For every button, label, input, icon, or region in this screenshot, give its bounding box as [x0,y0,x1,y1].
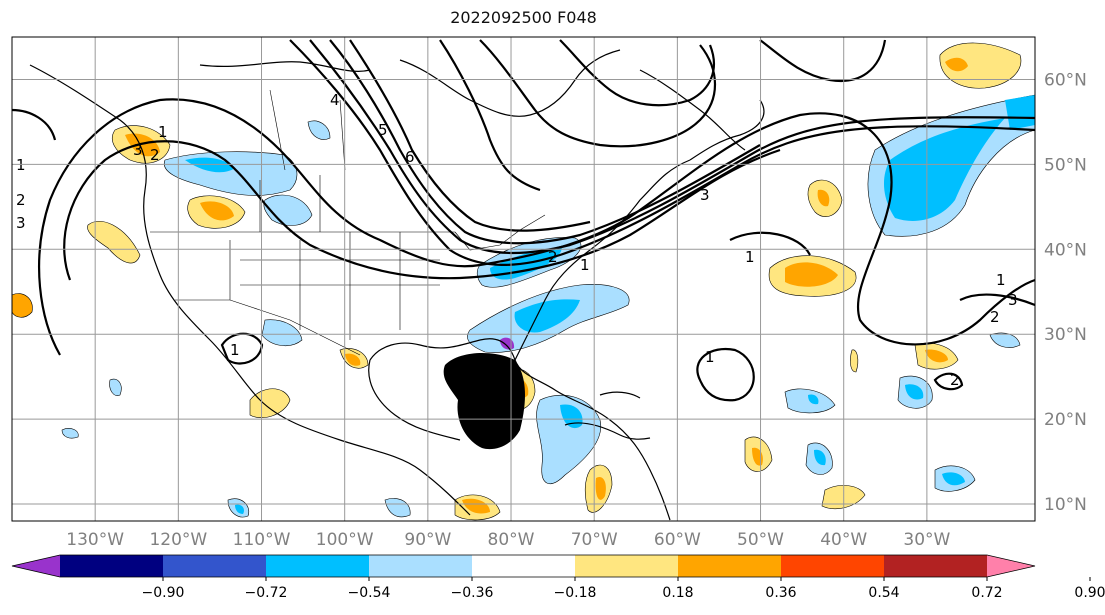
colorbar: −0.90 −0.72 −0.54 −0.36 −0.18 0.18 0.36 0.54 0.7… [11,554,1105,601]
height-contours [11,39,1036,402]
lon-tick-label: 30°W [903,530,950,550]
contour-labels: 1 2 3 4 5 6 1 2 3 1 2 3 1 1 1 2 3 1 2 [16,91,1018,389]
contour-label: 6 [405,148,415,166]
contour-label: 1 [158,123,168,141]
contour-label: 3 [700,186,710,204]
contour-label: 1 [230,341,240,359]
colorbar-segment [472,555,576,577]
contour-label: 1 [705,348,715,366]
colorbar-tick-label: −0.18 [554,585,597,601]
lon-tick-label: 80°W [488,530,535,550]
lat-tick-label: 50°N [1044,155,1087,175]
hatched-region [443,353,525,450]
colorbar-tick-label: 0.54 [868,585,899,601]
colorbar-extend-low [12,555,60,577]
colorbar-segment [163,555,267,577]
contour-label: 1 [16,156,26,174]
tick-labels: 130°W 120°W 110°W 100°W 90°W 80°W 70°W 60°W 50°W… [66,70,1087,550]
colorbar-tick-label: 0.90 [1074,585,1105,601]
lat-tick-label: 30°N [1044,325,1087,345]
colorbar-tick-label: −0.54 [348,585,391,601]
political-borders [150,89,546,356]
colorbar-segment [575,555,679,577]
colorbar-extend-high [987,555,1035,577]
map-frame [11,36,1036,522]
contour-label: 1 [745,248,755,266]
lon-tick-label: 130°W [66,530,124,550]
contour-label: 2 [548,248,558,266]
lon-tick-label: 110°W [233,530,291,550]
colorbar-tick-label: 0.36 [765,585,796,601]
colorbar-tick-label: −0.36 [451,585,494,601]
colorbar-segment [60,555,164,577]
map-panel: 1 2 3 4 5 6 1 2 3 1 2 3 1 1 1 2 3 1 2 13… [11,36,1087,550]
contour-label: 2 [150,146,160,164]
colorbar-segment [369,555,473,577]
graticule [12,37,1035,521]
lon-tick-label: 40°W [820,530,867,550]
contour-label: 2 [990,308,1000,326]
lon-tick-label: 70°W [571,530,618,550]
contour-label: 2 [16,191,26,209]
lon-tick-label: 120°W [149,530,207,550]
colorbar-tick-label: −0.72 [245,585,288,601]
contour-label: 2 [950,371,960,389]
lon-tick-label: 100°W [316,530,374,550]
lat-tick-label: 10°N [1044,495,1087,515]
colorbar-segment [884,555,988,577]
colorbar-tick-label: 0.18 [662,585,693,601]
lon-tick-label: 50°W [737,530,784,550]
colorbar-segment [678,555,782,577]
lon-tick-label: 60°W [654,530,701,550]
colorbar-tick-label: 0.72 [971,585,1002,601]
contour-label: 3 [133,141,143,159]
colorbar-tick-label: −0.90 [142,585,185,601]
anomaly-shading [11,42,1036,521]
contour-label: 4 [330,91,340,109]
lat-tick-label: 40°N [1044,240,1087,260]
colorbar-segment [781,555,885,577]
lat-tick-label: 60°N [1044,70,1087,90]
colorbar-outline [11,554,1036,578]
contour-label: 1 [580,256,590,274]
lon-tick-label: 90°W [404,530,451,550]
contour-label: 1 [996,271,1006,289]
figure-title: 2022092500 F048 [450,8,597,27]
contour-label: 3 [1008,291,1018,309]
colorbar-segment [266,555,370,577]
contour-label: 3 [16,214,26,232]
lat-tick-label: 20°N [1044,410,1087,430]
contour-label: 5 [378,121,388,139]
